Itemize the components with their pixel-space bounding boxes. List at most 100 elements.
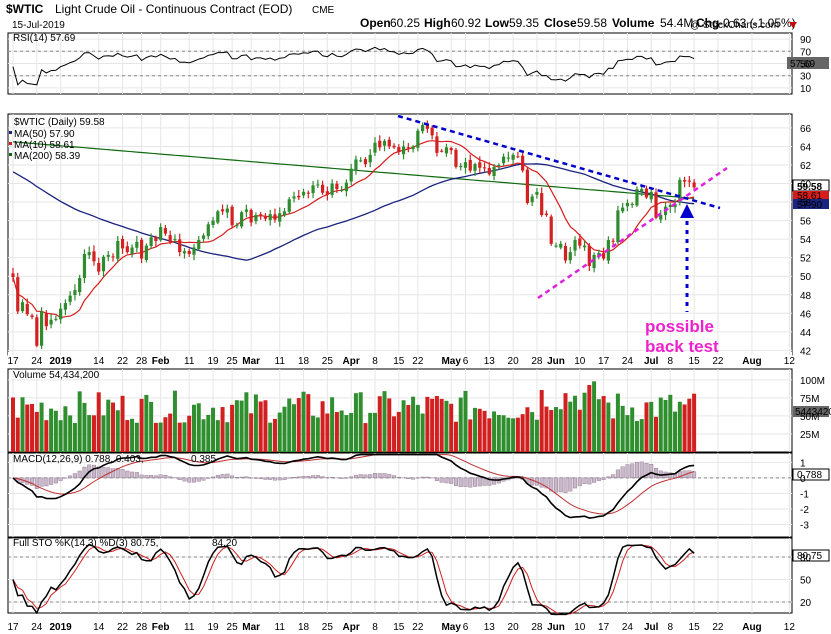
sto-y-tick-label: 50 bbox=[800, 576, 812, 587]
sto-y-tick-label: 20 bbox=[800, 598, 812, 609]
macd-histogram-bar bbox=[463, 477, 468, 487]
price-candle bbox=[235, 222, 239, 229]
volume-bar bbox=[134, 422, 139, 452]
price-y-tick-label: 54 bbox=[800, 235, 812, 246]
rsi-line bbox=[12, 46, 695, 86]
price-candle bbox=[97, 257, 101, 276]
macd-histogram-bar bbox=[306, 475, 311, 479]
price-candle bbox=[44, 310, 48, 331]
price-candle bbox=[25, 298, 29, 316]
volume-bar bbox=[606, 402, 611, 452]
sto-d-line bbox=[12, 544, 695, 615]
volume-bar bbox=[625, 415, 630, 452]
volume-bar bbox=[182, 422, 187, 452]
price-candle bbox=[459, 163, 463, 171]
macd-histogram-bar bbox=[363, 474, 368, 479]
price-candle bbox=[149, 233, 153, 249]
price-panel-frame bbox=[7, 113, 793, 356]
price-y-tick-label: 56 bbox=[800, 217, 812, 228]
volume-bar bbox=[558, 409, 563, 452]
volume-bar bbox=[573, 395, 578, 452]
sto-d-legend: 84.20 bbox=[212, 538, 237, 549]
price-candle bbox=[287, 196, 291, 214]
date-tick-label: 15 bbox=[393, 622, 405, 633]
volume-bar bbox=[72, 423, 77, 452]
volume-bar bbox=[425, 396, 430, 452]
volume-bar bbox=[191, 404, 196, 452]
price-candle bbox=[144, 243, 148, 263]
sto-k-line bbox=[12, 543, 695, 616]
volume-bar bbox=[49, 408, 54, 452]
macd-hist-legend: 0.385 bbox=[191, 454, 216, 465]
volume-bar bbox=[306, 394, 311, 452]
macd-histogram-bar bbox=[225, 473, 230, 479]
volume-bar bbox=[392, 416, 397, 452]
volume-bar bbox=[387, 398, 392, 452]
price-candle bbox=[649, 188, 653, 203]
price-candle bbox=[249, 208, 253, 227]
volume-bar bbox=[530, 412, 535, 452]
volume-bar bbox=[39, 402, 44, 452]
volume-bar bbox=[253, 394, 258, 452]
price-candle bbox=[297, 189, 301, 201]
macd-histogram-bar bbox=[272, 477, 277, 481]
macd-histogram-bar bbox=[168, 476, 173, 479]
down-arrow-icon bbox=[789, 22, 797, 28]
volume-bar bbox=[411, 396, 416, 452]
annotation-line-2: back test bbox=[645, 337, 719, 356]
date-tick-label: 10 bbox=[574, 356, 586, 367]
date-tick-label: 19 bbox=[207, 622, 219, 633]
volume-legend: Volume 54,434,200 bbox=[13, 370, 100, 381]
price-candle bbox=[92, 245, 96, 266]
price-candle bbox=[430, 125, 434, 140]
price-candle bbox=[535, 188, 539, 199]
macd-histogram-bar bbox=[625, 464, 630, 479]
volume-bar bbox=[268, 422, 273, 452]
price-candle bbox=[39, 307, 44, 350]
volume-bar bbox=[477, 408, 482, 452]
price-candle bbox=[521, 153, 525, 173]
macd-histogram-bar bbox=[396, 476, 401, 479]
macd-histogram-bar bbox=[468, 477, 473, 488]
price-candle bbox=[673, 198, 677, 213]
date-tick-label: Feb bbox=[152, 622, 170, 633]
macd-histogram-bar bbox=[58, 477, 63, 481]
volume-bar bbox=[44, 420, 49, 452]
ma10-value-badge bbox=[793, 191, 829, 200]
volume-bar bbox=[20, 397, 25, 452]
volume-bar bbox=[668, 394, 673, 452]
date-tick-label: 28 bbox=[136, 622, 148, 633]
volume-bar bbox=[315, 417, 320, 452]
price-candle bbox=[140, 237, 144, 264]
price-candle bbox=[559, 240, 563, 250]
price-candle bbox=[173, 234, 177, 243]
volume-value-badge-text: 54434200 bbox=[795, 407, 831, 418]
price-candle bbox=[135, 235, 139, 253]
volume-bar bbox=[130, 418, 135, 452]
macd-histogram-bar bbox=[553, 477, 558, 493]
macd-histogram-bar bbox=[568, 477, 573, 492]
price-candle bbox=[211, 216, 215, 228]
volume-bar bbox=[139, 398, 144, 452]
macd-histogram-bar bbox=[349, 476, 354, 479]
volume-bar bbox=[230, 404, 235, 452]
support-trendline bbox=[537, 166, 728, 300]
macd-histogram-bar bbox=[39, 477, 44, 487]
macd-histogram-bar bbox=[191, 477, 196, 483]
price-candle bbox=[244, 204, 248, 218]
price-candle bbox=[197, 236, 201, 251]
price-candle bbox=[592, 252, 596, 273]
macd-histogram-bar bbox=[692, 471, 697, 479]
macd-histogram-bar bbox=[149, 474, 154, 479]
date-tick-label: Jul bbox=[644, 622, 659, 633]
volume-bar bbox=[644, 402, 649, 452]
volume-bar bbox=[453, 421, 458, 452]
price-candle bbox=[20, 299, 25, 313]
macd-histogram-bar bbox=[644, 463, 649, 479]
price-candle bbox=[454, 147, 458, 169]
price-candle bbox=[602, 247, 606, 261]
price-y-tick-label: 62 bbox=[800, 161, 812, 172]
price-candle bbox=[106, 250, 110, 262]
volume-bar bbox=[301, 391, 306, 452]
macd-histogram-bar bbox=[263, 477, 268, 480]
